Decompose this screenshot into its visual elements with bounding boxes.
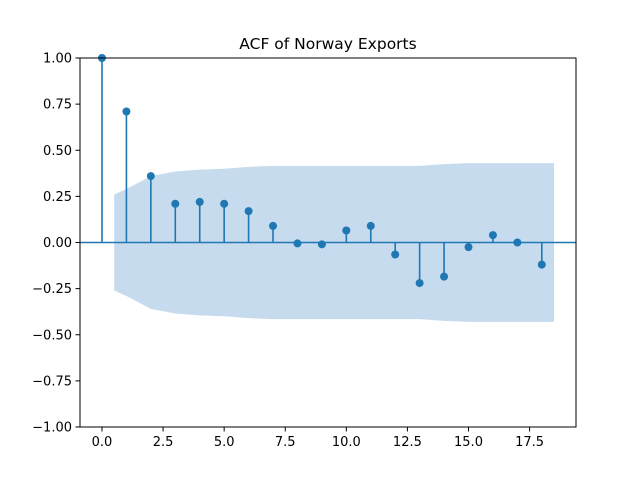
acf-point-lag-7 xyxy=(269,221,278,230)
y-tick-label: 0.00 xyxy=(43,236,72,251)
x-tick-label: 2.5 xyxy=(153,435,174,450)
acf-point-lag-5 xyxy=(220,199,229,208)
y-tick-label: 0.25 xyxy=(43,190,72,205)
marker-layer xyxy=(97,54,546,288)
acf-point-lag-16 xyxy=(488,231,497,240)
acf-point-lag-17 xyxy=(513,238,522,247)
acf-point-lag-15 xyxy=(464,243,473,252)
acf-point-lag-10 xyxy=(342,226,351,235)
acf-point-lag-9 xyxy=(317,240,326,249)
y-tick-label: 1.00 xyxy=(43,52,72,67)
x-tick-label: 10.0 xyxy=(332,435,361,450)
x-axis: 0.0 2.5 5.0 7.5 10.0 12.5 15.0 17.5 xyxy=(92,427,544,450)
acf-point-lag-12 xyxy=(391,250,400,259)
acf-point-lag-6 xyxy=(244,207,253,216)
acf-point-lag-4 xyxy=(195,197,204,206)
x-tick-label: 5.0 xyxy=(214,435,235,450)
acf-point-lag-14 xyxy=(440,272,449,281)
y-tick-label: 0.75 xyxy=(43,98,72,113)
y-tick-label: −0.25 xyxy=(32,282,72,297)
acf-point-lag-13 xyxy=(415,279,424,288)
acf-point-lag-1 xyxy=(122,107,131,116)
y-tick-label: −0.75 xyxy=(32,374,72,389)
x-tick-label: 0.0 xyxy=(92,435,113,450)
y-tick-label: −0.50 xyxy=(32,328,72,343)
y-tick-label: 0.50 xyxy=(43,144,72,159)
y-tick-label: −1.00 xyxy=(32,421,72,436)
x-tick-label: 12.5 xyxy=(393,435,422,450)
x-tick-label: 7.5 xyxy=(275,435,296,450)
acf-point-lag-11 xyxy=(366,221,375,230)
acf-point-lag-8 xyxy=(293,239,302,248)
acf-point-lag-18 xyxy=(537,260,546,269)
chart-title: ACF of Norway Exports xyxy=(239,35,416,53)
y-axis: −1.00 −0.75 −0.50 −0.25 0.00 0.25 0.50 0.75 1.00 xyxy=(32,52,80,436)
acf-point-lag-3 xyxy=(171,199,180,208)
x-tick-label: 15.0 xyxy=(454,435,483,450)
acf-point-lag-2 xyxy=(146,172,155,181)
x-tick-label: 17.5 xyxy=(515,435,544,450)
